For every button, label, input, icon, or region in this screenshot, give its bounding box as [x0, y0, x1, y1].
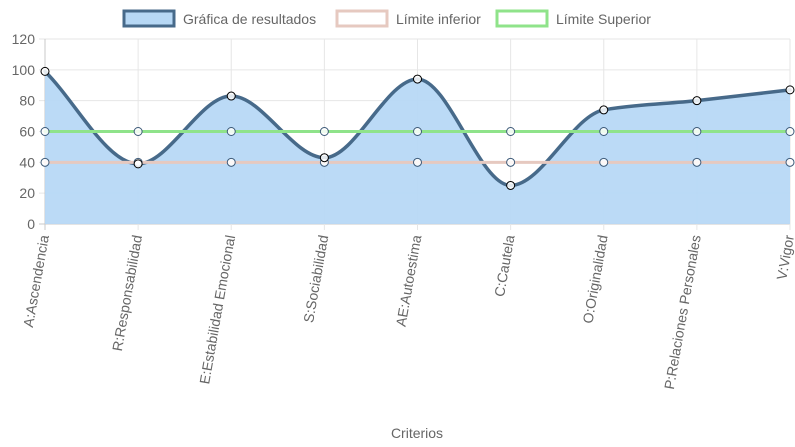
x-tick-label: AE:Autoestima: [393, 234, 425, 328]
data-point[interactable]: [692, 127, 702, 136]
series-area-0: [45, 71, 790, 224]
data-point[interactable]: [413, 74, 422, 84]
data-point[interactable]: [599, 127, 609, 136]
legend-label: Límite Superior: [556, 11, 651, 27]
y-axis: 0 20 40 60 80 100 120: [12, 31, 36, 232]
data-point[interactable]: [506, 157, 516, 167]
y-tick-label: 40: [19, 154, 35, 170]
data-point[interactable]: [506, 180, 516, 190]
x-axis-title: Criterios: [391, 425, 443, 441]
data-point[interactable]: [506, 127, 516, 136]
x-tick-label: R:Responsabilidad: [109, 234, 145, 353]
x-tick-label: C:Cautela: [491, 234, 518, 298]
data-point[interactable]: [319, 127, 329, 136]
legend-swatch: [335, 9, 389, 28]
data-point[interactable]: [785, 85, 795, 95]
y-tick-label: 100: [12, 62, 36, 78]
y-tick-label: 0: [27, 216, 35, 232]
data-point[interactable]: [413, 157, 422, 167]
points-layer: [40, 66, 795, 190]
y-tick-label: 80: [19, 93, 35, 109]
x-tick-label: V:Vigor: [773, 233, 795, 281]
legend-label: Límite inferior: [396, 11, 481, 27]
x-tick-label: P:Relaciones Personales: [661, 234, 704, 391]
data-point[interactable]: [599, 105, 609, 115]
legend-swatch: [122, 9, 176, 28]
data-point[interactable]: [40, 127, 50, 136]
x-tick-label: S:Sociabilidad: [300, 234, 331, 324]
legend-item[interactable]: Límite inferior: [335, 9, 481, 28]
x-tick-label: A:Ascendencia: [20, 234, 52, 329]
x-tick-label: O:Originalidad: [579, 234, 610, 325]
data-point[interactable]: [692, 157, 702, 167]
data-point[interactable]: [599, 157, 609, 167]
data-point[interactable]: [226, 127, 236, 136]
legend[interactable]: Gráfica de resultados Límite inferior Lími…: [122, 9, 651, 28]
y-tick-label: 60: [19, 124, 35, 140]
data-point[interactable]: [226, 157, 236, 167]
data-point[interactable]: [319, 153, 329, 163]
legend-item[interactable]: Gráfica de resultados: [122, 9, 316, 28]
data-point[interactable]: [692, 96, 702, 106]
data-point[interactable]: [133, 159, 143, 169]
data-point[interactable]: [226, 91, 236, 101]
series-layer: [43, 69, 792, 224]
data-point[interactable]: [785, 157, 795, 167]
data-point[interactable]: [40, 157, 50, 167]
data-point[interactable]: [133, 127, 143, 136]
data-point[interactable]: [40, 66, 50, 76]
y-tick-label: 20: [19, 185, 35, 201]
data-point[interactable]: [413, 127, 422, 136]
y-tick-label: 120: [12, 31, 36, 47]
x-axis: A:Ascendencia R:Responsabilidad E:Estabili…: [20, 233, 795, 390]
legend-label: Gráfica de resultados: [183, 11, 316, 27]
legend-item[interactable]: Límite Superior: [495, 9, 651, 28]
legend-swatch: [495, 9, 549, 28]
data-point[interactable]: [785, 127, 795, 136]
x-tick-label: E:Estabilidad Emocional: [196, 234, 238, 385]
